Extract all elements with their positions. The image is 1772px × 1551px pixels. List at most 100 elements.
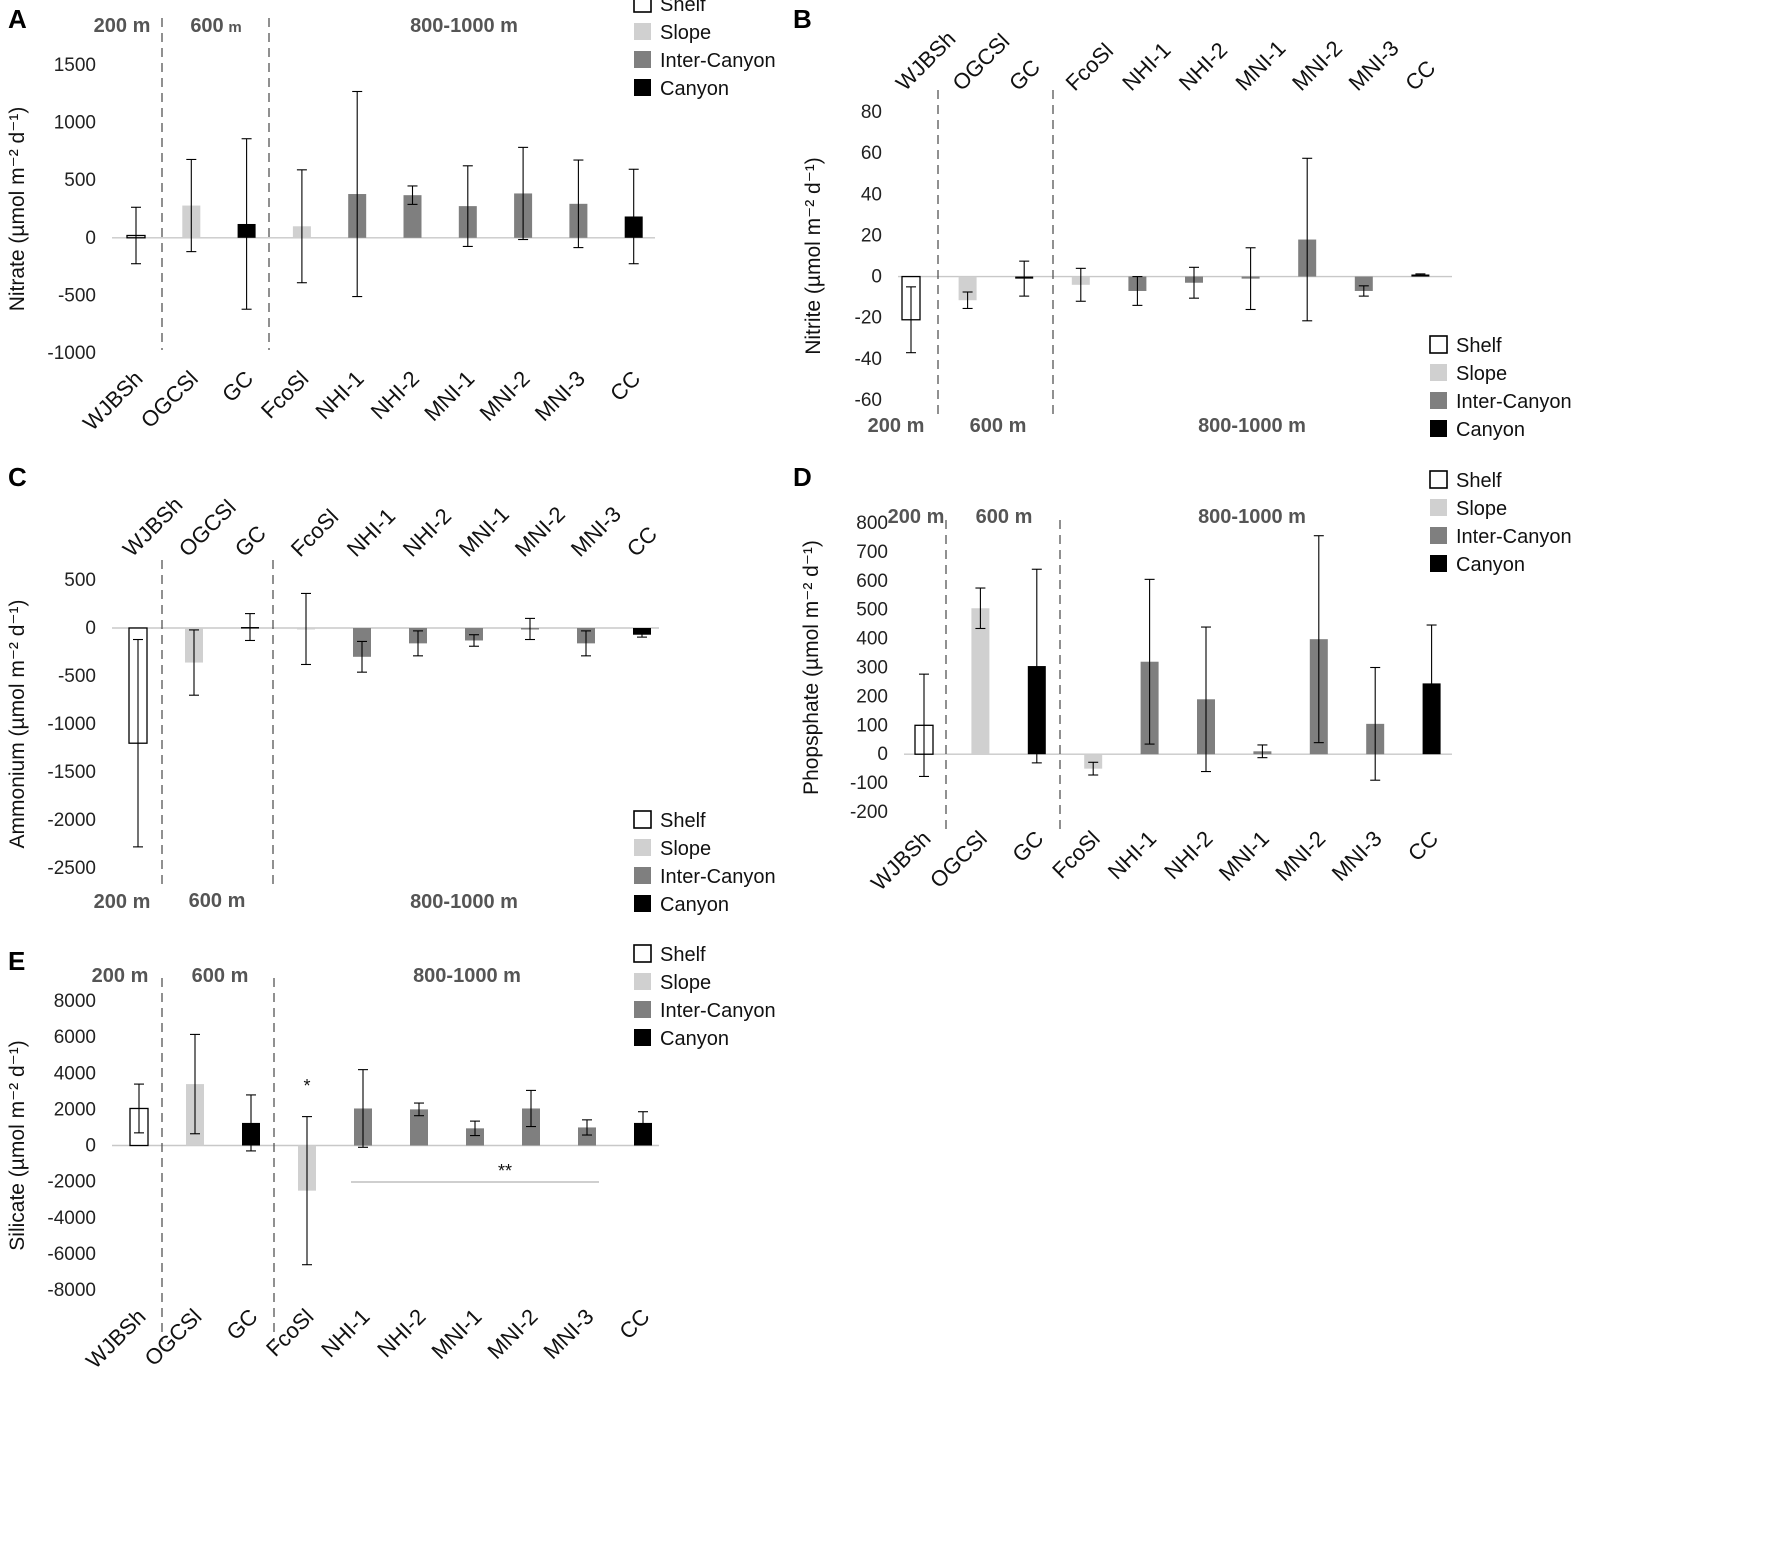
panel-letter: E [8,946,25,976]
legend-swatch [1430,555,1447,572]
y-tick-label: -20 [855,308,882,329]
category-label: NHI-2 [372,1304,430,1362]
category-label: NHI-2 [1174,37,1232,95]
legend-label: Slope [1456,363,1507,385]
depth-zone-label: 800-1000 m [1198,415,1306,437]
chart-panel-b: B -60 -40 -20 0 20 40 60 80 Nitrite (µmol m⁻² d⁻¹… [793,4,1572,441]
category-label: CC [614,1304,654,1344]
error-bar-wjbsh [906,286,916,354]
category-label: OGCSl [947,29,1014,96]
bar-mni-3 [1354,276,1373,291]
legend-swatch [633,0,652,13]
depth-zone-label: 800-1000 m [410,891,518,913]
category-label: MNI-2 [1270,826,1330,886]
chart-panel-c: C -2500 -2000 -1500 -1000 -500 0 500 Ammonium (µ… [6,462,776,916]
legend: Shelf Slope Inter-Canyon Canyon [633,944,776,1050]
category-label: MNI-1 [1214,826,1274,886]
depth-zone-label: 200 m [92,965,149,987]
category-label: NHI-2 [398,503,456,561]
y-tick-label: -500 [58,285,96,306]
category-label: CC [605,366,645,406]
legend-swatch [634,867,651,884]
category-label: FcoSl [261,1304,318,1361]
y-tick-label: -60 [855,390,882,411]
y-tick-label: 500 [64,570,96,591]
depth-zone-label: 600 m [976,506,1033,528]
bar-ogcsl [958,276,977,301]
y-tick-label: 1000 [54,113,96,134]
category-label: MNI-1 [419,366,479,426]
y-axis-label: Phopsphate (µmol m⁻² d⁻¹) [800,540,823,795]
error-bar-mni-1 [470,1120,480,1137]
legend-label: Shelf [660,810,706,832]
depth-zone-label: 200 m [868,415,925,437]
legend-swatch [633,810,652,829]
category-label: CC [1403,826,1443,866]
y-tick-label: 80 [861,102,882,123]
error-bar-gc [1031,568,1042,764]
y-tick-label: 2000 [54,1099,96,1120]
error-bar-mni-1 [469,634,479,647]
category-label: GC [222,1304,263,1345]
legend-label: Inter-Canyon [660,50,776,72]
category-label: GC [1007,826,1048,867]
error-bar-wjbsh [919,673,929,778]
y-tick-label: 60 [861,143,882,164]
legend: Shelf Slope Inter-Canyon Canyon [633,810,776,916]
error-bar-fcosl [302,1116,312,1266]
error-bar-ogcsl [186,158,197,253]
depth-zone-label: 600 m [189,890,246,912]
legend: Shelf Slope Inter-Canyon Canyon [633,0,776,100]
error-bar-ogcsl [962,291,973,310]
y-tick-label: 600 [856,571,888,592]
y-tick-label: 500 [64,170,96,191]
error-bar-cc [1426,624,1437,743]
y-tick-label: 800 [856,513,888,534]
error-bar-mni-3 [581,630,591,657]
category-label: WJBSh [118,492,188,562]
legend-label: Slope [1456,498,1507,520]
category-label: MNI-3 [539,1304,599,1364]
depth-zone-label: 600 [190,15,223,37]
category-label: NHI-1 [1103,826,1161,884]
y-tick-label: 0 [871,267,882,288]
category-label: FcoSl [1061,38,1118,95]
y-tick-label: -2000 [47,1172,96,1193]
error-bar-wjbsh [133,638,143,848]
y-tick-label: -4000 [47,1208,96,1229]
error-bar-mni-2 [518,146,529,241]
legend-swatch [1429,470,1448,489]
legend-label: Canyon [660,1028,729,1050]
category-label: GC [217,366,258,407]
error-bar-nhi-1 [357,640,367,673]
y-tick-label: 8000 [54,991,96,1012]
error-bar-wjbsh [134,1083,144,1134]
legend-swatch [634,839,651,856]
legend-swatch [634,973,651,990]
error-bar-mni-3 [1358,285,1369,297]
legend-swatch [634,79,651,96]
category-label: MNI-2 [483,1304,543,1364]
y-tick-label: 300 [856,658,888,679]
y-tick-label: -100 [850,773,888,794]
error-bar-mni-1 [1257,744,1268,759]
y-tick-label: 4000 [54,1063,96,1084]
y-axis-label: Ammonium (µmol m⁻² d⁻¹) [6,600,29,849]
y-tick-label: 40 [861,184,882,205]
error-bar-fcosl [1075,267,1086,302]
error-bar-mni-2 [526,1089,536,1128]
category-label: FcoSl [256,366,313,423]
category-label: GC [230,520,271,561]
category-label: MNI-1 [1230,36,1290,96]
y-tick-label: 6000 [54,1027,96,1048]
error-bar-mni-3 [1370,666,1381,781]
error-bar-nhi-1 [352,90,363,298]
y-tick-label: -1000 [47,343,96,364]
legend-label: Shelf [1456,470,1502,492]
legend-label: Shelf [1456,335,1502,357]
legend-label: Canyon [660,78,729,100]
y-tick-label: -500 [58,666,96,687]
category-label: OGCSl [136,366,203,433]
category-label: OGCSl [140,1304,207,1371]
legend-swatch [1430,420,1447,437]
